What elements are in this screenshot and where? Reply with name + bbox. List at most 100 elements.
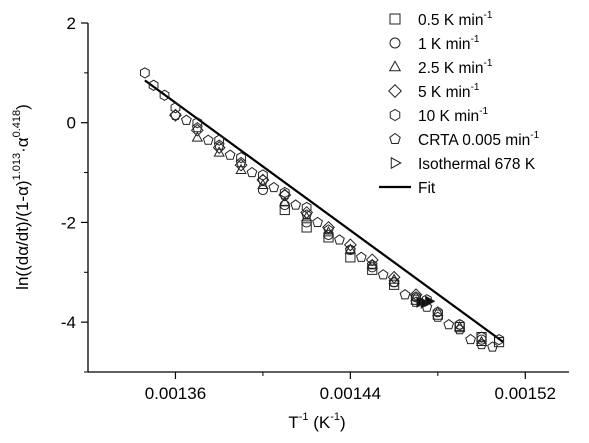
data-point	[343, 238, 357, 252]
legend: 0.5 K min-1 1 K min-1 2.5 K min-1 5 K min-1…	[379, 10, 540, 197]
y-tick-label: 0	[67, 114, 76, 133]
data-point	[224, 149, 236, 160]
legend-item: 2.5 K min-1	[388, 58, 493, 77]
data-point	[300, 211, 313, 222]
data-point	[322, 220, 335, 234]
data-point	[257, 174, 269, 185]
fit-layer	[144, 79, 505, 343]
data-point	[355, 251, 367, 262]
data-point	[258, 169, 268, 181]
data-point	[476, 338, 487, 350]
data-point	[279, 189, 291, 200]
data-point	[279, 186, 290, 199]
data-point	[213, 146, 225, 157]
data-point	[170, 109, 181, 120]
legend-label: 1 K min-1	[418, 34, 480, 53]
x-tick-label: 0.00136	[145, 384, 206, 403]
data-point	[301, 209, 313, 220]
data-point	[365, 253, 379, 267]
data-point	[465, 333, 477, 345]
data-point	[257, 184, 269, 196]
data-point	[487, 341, 498, 352]
legend-marker	[388, 84, 402, 98]
data-point	[432, 311, 444, 322]
data-point	[148, 79, 159, 91]
legend-marker	[389, 108, 401, 122]
data-point	[246, 166, 258, 178]
data-point	[301, 222, 312, 233]
data-point	[235, 156, 247, 168]
legend-marker	[389, 132, 401, 144]
legend-item: 0.5 K min-1	[389, 10, 493, 29]
y-tick-label: 2	[67, 14, 76, 33]
x-tick-label: 0.00144	[320, 384, 381, 403]
x-tick-label: 0.00152	[495, 384, 556, 403]
data-point	[192, 117, 203, 129]
data-points	[139, 67, 505, 352]
data-point	[344, 244, 356, 255]
data-point	[214, 134, 225, 146]
data-point	[139, 67, 150, 79]
axes: 0.00136 0.00144 0.00152 2 0 -2 -4	[61, 14, 556, 403]
legend-label: Fit	[418, 180, 436, 197]
legend-label: 2.5 K min-1	[418, 58, 493, 77]
y-tick-label: -4	[61, 313, 76, 332]
data-point	[235, 163, 247, 175]
fit-line	[144, 79, 505, 343]
data-point	[409, 288, 423, 302]
data-point	[476, 331, 487, 343]
legend-marker	[389, 13, 401, 25]
data-point	[443, 318, 455, 330]
data-point	[213, 139, 225, 150]
data-point	[388, 276, 400, 287]
plot-frame	[87, 23, 569, 373]
legend-label: Isothermal 678 K	[418, 156, 536, 173]
data-point	[180, 114, 192, 125]
data-point	[387, 270, 401, 284]
data-point	[236, 151, 246, 164]
data-point	[268, 181, 280, 193]
data-point	[202, 134, 214, 145]
data-point	[425, 295, 436, 307]
legend-label: CRTA 0.005 min-1	[418, 130, 540, 149]
data-point	[366, 258, 378, 269]
data-point	[191, 131, 203, 142]
legend-item: 1 K min-1	[389, 34, 480, 53]
data-point	[301, 201, 312, 214]
data-point	[191, 122, 203, 133]
data-point	[377, 269, 389, 280]
data-point	[494, 333, 504, 346]
data-point	[323, 224, 334, 235]
legend-marker	[390, 156, 402, 170]
data-point	[312, 216, 323, 228]
legend-label: 10 K min-1	[418, 106, 489, 125]
legend-item: 5 K min-1	[388, 82, 480, 101]
data-point	[388, 279, 400, 290]
data-point	[322, 226, 335, 237]
data-point	[366, 259, 378, 270]
legend-item: Fit	[379, 180, 436, 197]
legend-item: 10 K min-1	[389, 106, 489, 125]
legend-label: 5 K min-1	[418, 82, 480, 101]
data-point	[454, 323, 466, 335]
legend-label: 0.5 K min-1	[418, 10, 493, 29]
data-point	[279, 204, 290, 216]
data-point	[345, 252, 356, 263]
data-point	[432, 305, 444, 317]
data-point	[344, 243, 357, 254]
legend-marker	[388, 60, 402, 72]
x-axis-title: T-1 (K-1)	[288, 411, 345, 432]
data-point	[334, 234, 345, 245]
legend-item: Isothermal 678 K	[390, 156, 536, 173]
data-point	[290, 199, 302, 210]
legend-marker	[389, 37, 401, 49]
data-point	[279, 196, 291, 207]
data-point	[159, 89, 170, 101]
data-point	[399, 289, 411, 300]
y-tick-label: -2	[61, 213, 76, 232]
data-point	[170, 102, 181, 114]
legend-item: CRTA 0.005 min-1	[389, 130, 540, 149]
data-point	[454, 318, 465, 331]
y-axis-title: ln((dα/dt)/(1-α)1.013·α0.418)	[11, 104, 32, 290]
